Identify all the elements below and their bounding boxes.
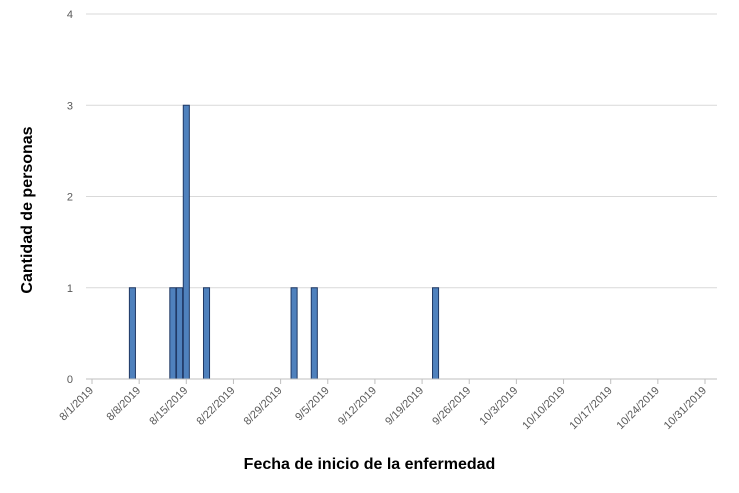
x-tick-label: 9/12/2019 — [336, 385, 379, 428]
x-tick-label: 9/5/2019 — [293, 385, 332, 424]
x-tick-label: 9/19/2019 — [383, 385, 426, 428]
x-tick-label: 9/26/2019 — [430, 385, 473, 428]
y-axis-title: Cantidad de personas — [19, 126, 36, 294]
bar — [182, 104, 190, 380]
x-axis-title: Fecha de inicio de la enfermedad — [243, 456, 496, 473]
x-tick-label: 8/1/2019 — [57, 385, 96, 424]
y-tick-label: 2 — [67, 192, 73, 204]
x-tick-marks — [91, 379, 706, 384]
y-tick-label: 0 — [67, 374, 73, 386]
x-tick-label: 8/22/2019 — [194, 385, 237, 428]
bar — [310, 287, 318, 380]
bar — [176, 287, 184, 380]
y-tick-label: 3 — [67, 100, 73, 112]
y-tick-label: 4 — [67, 9, 73, 21]
gridlines — [86, 13, 717, 289]
x-tick-label: 10/17/2019 — [567, 385, 614, 432]
y-tick-label: 1 — [67, 283, 73, 295]
x-tick-label: 10/10/2019 — [520, 385, 567, 432]
x-tick-labels: 8/1/2019 8/8/2019 8/15/2019 8/22/2019 8/29/2… — [57, 385, 709, 432]
bar — [202, 287, 211, 380]
x-tick-label: 8/8/2019 — [105, 385, 144, 424]
x-tick-label: 10/24/2019 — [615, 385, 662, 432]
x-tick-label: 10/31/2019 — [662, 385, 709, 432]
bar — [290, 287, 298, 380]
x-tick-label: 10/3/2019 — [477, 385, 520, 428]
bars — [128, 104, 440, 380]
bar — [432, 287, 440, 380]
x-tick-label: 8/29/2019 — [242, 385, 285, 428]
x-tick-label: 8/15/2019 — [147, 385, 190, 428]
bar — [169, 287, 177, 380]
y-tick-labels: 0 1 2 3 4 — [67, 9, 73, 386]
bar — [128, 287, 136, 380]
